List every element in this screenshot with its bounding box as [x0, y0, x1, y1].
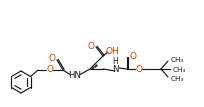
Text: O: O [135, 65, 142, 74]
Text: CH₃: CH₃ [170, 57, 183, 63]
Text: O: O [129, 51, 136, 60]
Text: N: N [111, 65, 118, 74]
Text: H: H [112, 57, 117, 66]
Text: O: O [87, 42, 94, 51]
Text: O: O [48, 54, 55, 62]
Text: O: O [46, 65, 53, 74]
Text: OH: OH [105, 47, 118, 56]
Text: CH₃: CH₃ [172, 67, 185, 73]
Text: HN: HN [68, 71, 81, 80]
Text: CH₃: CH₃ [170, 76, 183, 82]
